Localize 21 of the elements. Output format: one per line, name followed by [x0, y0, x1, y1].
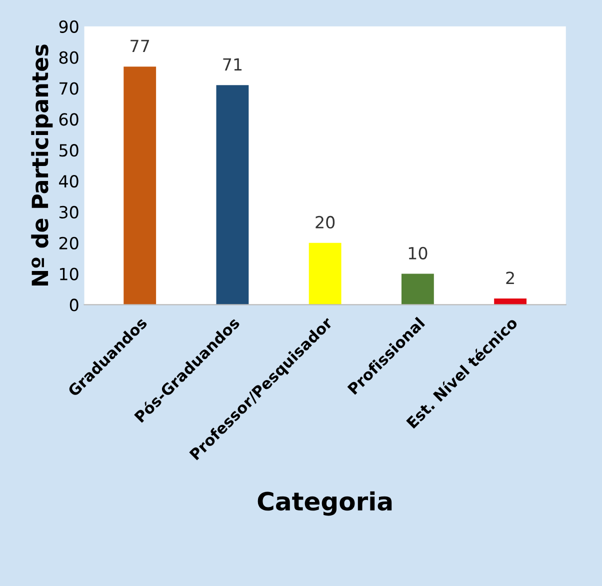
- y-tick-label: 90: [59, 20, 78, 33]
- x-axis-title: Categoria: [258, 491, 392, 516]
- bar: [124, 66, 156, 305]
- data-label: 20: [316, 216, 335, 229]
- y-axis-title: Nº de Participantes: [31, 44, 53, 286]
- bar: [308, 242, 342, 305]
- bar: [216, 85, 249, 305]
- data-label: 10: [408, 246, 428, 260]
- data-label: 2: [506, 272, 514, 284]
- data-label: 71: [223, 58, 242, 71]
- y-tick-label: 80: [59, 51, 78, 64]
- y-tick-label: 70: [60, 82, 78, 95]
- y-tick-label: 20: [59, 236, 78, 250]
- bar: [401, 274, 434, 305]
- y-tick-label: 10: [60, 268, 78, 280]
- y-tick-label: 40: [59, 174, 78, 188]
- y-tick-label: 50: [59, 144, 78, 157]
- y-tick-label: 60: [59, 113, 78, 126]
- y-tick-label: 0: [70, 298, 78, 312]
- data-label: 77: [130, 40, 150, 52]
- y-tick-label: 30: [59, 206, 78, 219]
